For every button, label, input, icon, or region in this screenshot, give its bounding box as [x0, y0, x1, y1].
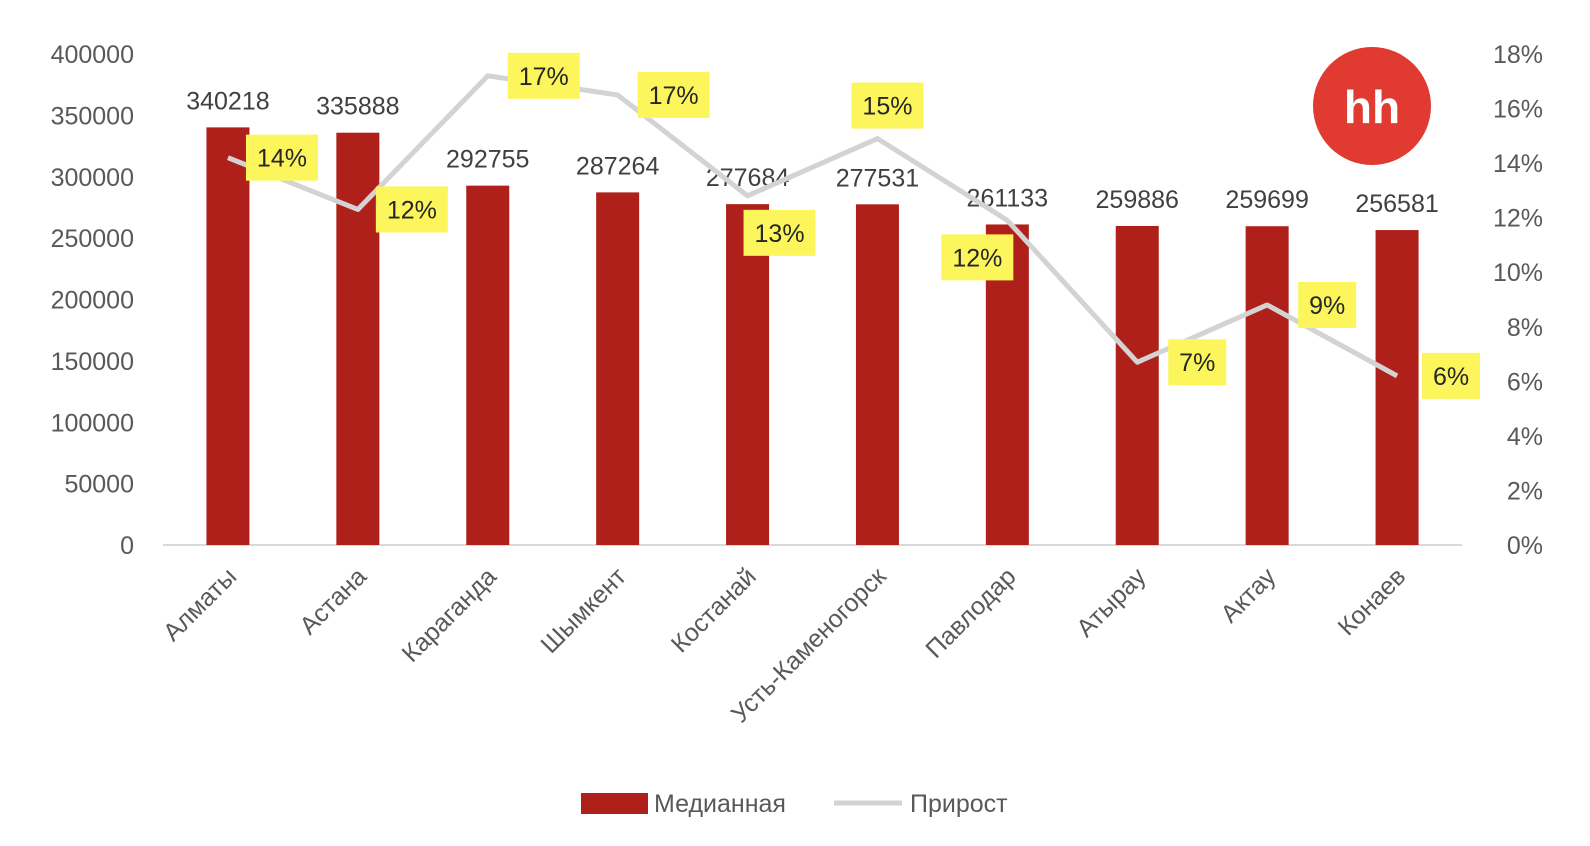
- growth-label-box: [507, 52, 580, 99]
- growth-line: [227, 73, 1399, 379]
- bar-value-label: 259886: [1096, 186, 1179, 214]
- x-axis-label: Караганда: [397, 562, 502, 667]
- y-left-tick: 400000: [51, 41, 134, 69]
- growth-label: 15%: [851, 82, 924, 129]
- y-right-tick: 10%: [1493, 259, 1543, 287]
- x-axis-label: Конаев: [1333, 562, 1412, 641]
- y-left-tick: 150000: [51, 348, 134, 376]
- bar-value-label: 340218: [186, 87, 269, 115]
- y-right-tick: 0%: [1507, 532, 1543, 560]
- growth-label: 12%: [941, 234, 1014, 281]
- y-left-tick: 50000: [64, 471, 134, 499]
- bar-series: [206, 127, 1419, 546]
- growth-label-text: 9%: [1309, 292, 1345, 320]
- x-axis-label: Павлодар: [920, 562, 1021, 663]
- growth-label-box: [375, 186, 448, 233]
- growth-label-text: 14%: [257, 145, 307, 173]
- y-left-tick: 0: [120, 532, 134, 560]
- growth-label: 13%: [743, 209, 816, 256]
- growth-label-box: [245, 134, 318, 181]
- growth-label-text: 12%: [387, 196, 437, 224]
- bar-value-label: 261133: [967, 184, 1049, 212]
- y-left-tick: 350000: [51, 102, 134, 130]
- bar-value-labels: 340218 335888 292755 287264 277684 277531 2611…: [186, 87, 1439, 218]
- y-right-tick: 16%: [1493, 96, 1543, 124]
- growth-label: 14%: [245, 134, 318, 181]
- y-right-tick: 2%: [1507, 477, 1543, 505]
- x-axis-label: Астана: [294, 562, 372, 640]
- growth-label: 12%: [375, 186, 448, 233]
- growth-label-box: [851, 82, 924, 129]
- growth-label-box: [1298, 281, 1357, 328]
- y-axis-right: 0% 2% 4% 6% 8% 10% 12% 14% 16% 18%: [1493, 41, 1543, 560]
- bar: [206, 127, 250, 545]
- y-right-tick: 14%: [1493, 150, 1543, 178]
- legend-label-line: Прирост: [910, 790, 1008, 818]
- x-axis-label: Алматы: [158, 562, 242, 646]
- growth-label-text: 6%: [1433, 363, 1469, 391]
- growth-label-text: 7%: [1179, 349, 1215, 377]
- bar: [855, 204, 899, 546]
- y-right-tick: 8%: [1507, 314, 1543, 342]
- growth-label: 17%: [637, 71, 710, 118]
- x-axis-label: Костанай: [666, 562, 762, 658]
- growth-label-text: 17%: [649, 82, 699, 110]
- bar-value-label: 287264: [576, 152, 660, 180]
- y-right-tick: 6%: [1507, 368, 1543, 396]
- growth-label: 9%: [1298, 281, 1357, 328]
- bar-value-label: 277531: [836, 164, 919, 192]
- bar-value-label: 277684: [706, 164, 790, 192]
- x-axis-labels: Алматы Астана Караганда Шымкент КостанайУсть…: [158, 562, 1411, 729]
- logo-text: hh: [1344, 81, 1400, 133]
- growth-label-text: 13%: [755, 220, 805, 248]
- y-right-tick: 12%: [1493, 205, 1543, 233]
- x-axis-label: Шымкент: [535, 562, 632, 659]
- y-right-tick: 4%: [1507, 423, 1543, 451]
- hh-logo: hh: [1313, 47, 1431, 165]
- y-left-tick: 200000: [51, 287, 134, 315]
- growth-label-text: 17%: [519, 63, 569, 91]
- logo-circle: [1313, 47, 1431, 165]
- legend: Медианная Прирост: [581, 790, 1008, 818]
- bar-value-label: 259699: [1225, 186, 1308, 214]
- y-axis-left: 0 50000 100000 150000 200000 250000 300000 3500…: [51, 41, 134, 560]
- growth-label-box: [941, 234, 1014, 281]
- growth-label-text: 15%: [862, 93, 912, 121]
- legend-swatch-bar: [581, 793, 648, 814]
- growth-labels: 14% 12% 17% 17% 13% 15% 12% 7% 9% 6%: [245, 52, 1481, 399]
- growth-label-box: [743, 209, 816, 256]
- bar: [466, 185, 510, 545]
- growth-label-box: [1168, 339, 1227, 386]
- growth-label: 17%: [507, 52, 580, 99]
- legend-label-bar: Медианная: [654, 790, 786, 818]
- bar: [596, 192, 640, 546]
- bar-value-label: 335888: [316, 93, 399, 121]
- bar: [1115, 225, 1159, 545]
- bar-value-label: 292755: [446, 146, 529, 174]
- growth-label-box: [1422, 352, 1481, 399]
- y-left-tick: 250000: [51, 225, 134, 253]
- growth-label: 7%: [1168, 339, 1227, 386]
- bar: [1375, 230, 1419, 546]
- x-axis-label: Атырау: [1071, 562, 1152, 643]
- growth-label-text: 12%: [952, 244, 1002, 272]
- y-right-tick: 18%: [1493, 41, 1543, 69]
- bar: [726, 204, 770, 545]
- y-left-tick: 300000: [51, 164, 134, 192]
- y-left-tick: 100000: [51, 409, 134, 437]
- growth-label-box: [637, 71, 710, 118]
- x-axis-label: Актау: [1215, 562, 1281, 628]
- growth-label: 6%: [1422, 352, 1481, 399]
- bar-value-label: 256581: [1355, 190, 1438, 218]
- bar: [1245, 226, 1289, 545]
